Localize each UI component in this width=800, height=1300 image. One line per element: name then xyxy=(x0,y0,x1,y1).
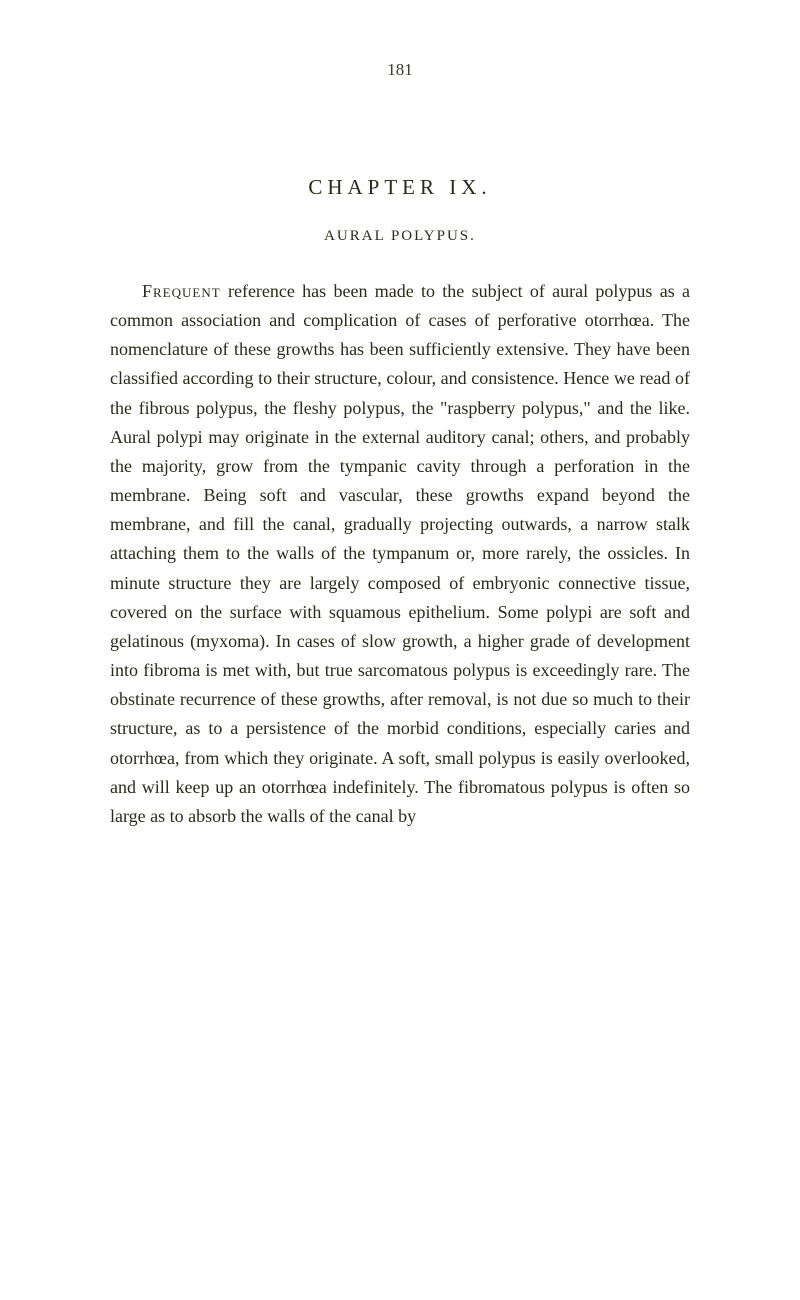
page-number: 181 xyxy=(110,60,690,80)
body-text-content: reference has been made to the subject o… xyxy=(110,281,690,826)
body-paragraph: Frequent reference has been made to the … xyxy=(110,277,690,831)
opening-word: Frequent xyxy=(142,281,221,301)
page-container: 181 CHAPTER IX. AURAL POLYPUS. Frequent … xyxy=(0,0,800,891)
section-title: AURAL POLYPUS. xyxy=(110,228,690,245)
chapter-title: CHAPTER IX. xyxy=(110,175,690,200)
